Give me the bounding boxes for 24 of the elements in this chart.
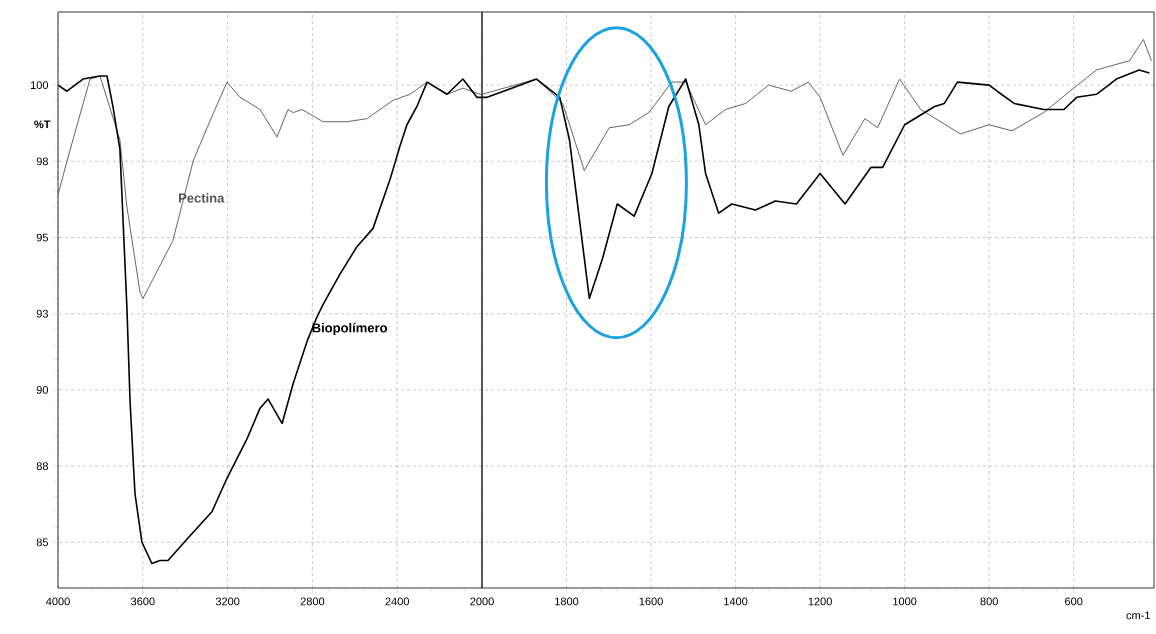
x-tick-label: 3200 [215, 597, 240, 606]
x-tick-label: 1600 [639, 597, 663, 606]
x-tick-label: 2800 [300, 597, 325, 606]
y-tick-label: 93 [36, 309, 48, 318]
y-tick-label: 95 [36, 233, 48, 242]
x-tick-label: 4000 [46, 597, 70, 606]
x-axis-title: cm-1 [1126, 611, 1150, 620]
x-tick-label: 1400 [724, 597, 748, 606]
x-tick-label: 3600 [130, 597, 155, 606]
y-tick-label: 90 [36, 386, 49, 394]
x-tick-label: 2400 [385, 597, 409, 606]
y-tick-label: 85 [36, 538, 48, 547]
x-tick-label: 800 [980, 597, 998, 606]
y-tick-label: 100 [30, 81, 49, 90]
series-label: Pectina [179, 193, 225, 203]
x-tick-label: 1000 [893, 597, 917, 606]
x-tick-label: 600 [1065, 597, 1083, 606]
series-label: Biopolímero [312, 322, 388, 336]
y-axis-title: %T [34, 120, 51, 129]
y-tick-label: 88 [36, 462, 48, 470]
x-tick-label: 1200 [808, 597, 832, 606]
x-tick-label: 2000 [470, 597, 494, 606]
x-tick-label: 1800 [555, 597, 579, 606]
y-tick-label: 98 [36, 157, 48, 166]
